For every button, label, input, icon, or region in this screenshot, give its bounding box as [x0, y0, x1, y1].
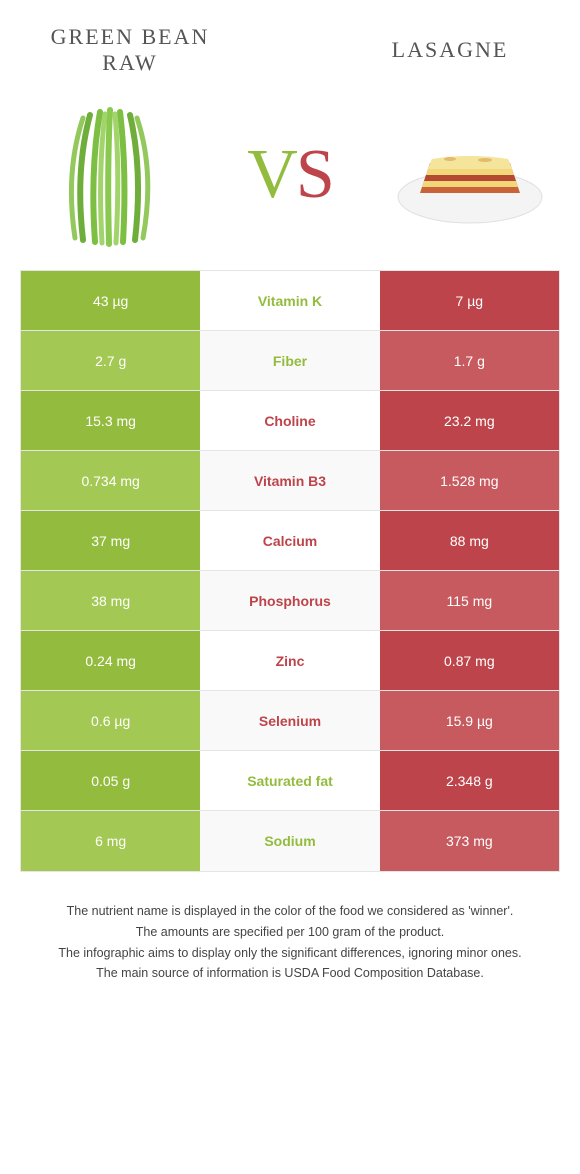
- vs-v: V: [247, 136, 296, 213]
- nutrient-name: Vitamin B3: [200, 451, 379, 510]
- table-row: 37 mgCalcium88 mg: [21, 511, 559, 571]
- nutrient-name: Fiber: [200, 331, 379, 390]
- food-title-left: GREEN BEAN RAW: [30, 24, 230, 77]
- vs-s: S: [296, 136, 333, 213]
- table-row: 15.3 mgCholine23.2 mg: [21, 391, 559, 451]
- value-right: 23.2 mg: [380, 391, 559, 450]
- nutrition-table: 43 µgVitamin K7 µg2.7 gFiber1.7 g15.3 mg…: [20, 270, 560, 872]
- value-right: 2.348 g: [380, 751, 559, 810]
- value-right: 88 mg: [380, 511, 559, 570]
- value-right: 115 mg: [380, 571, 559, 630]
- value-right: 15.9 µg: [380, 691, 559, 750]
- value-left: 0.05 g: [21, 751, 200, 810]
- value-left: 43 µg: [21, 271, 200, 330]
- table-row: 43 µgVitamin K7 µg: [21, 271, 559, 331]
- lasagne-image: [390, 100, 550, 250]
- nutrient-name: Selenium: [200, 691, 379, 750]
- footer-notes: The nutrient name is displayed in the co…: [0, 872, 580, 1005]
- table-row: 0.734 mgVitamin B31.528 mg: [21, 451, 559, 511]
- value-left: 38 mg: [21, 571, 200, 630]
- value-left: 2.7 g: [21, 331, 200, 390]
- value-right: 373 mg: [380, 811, 559, 871]
- value-right: 1.7 g: [380, 331, 559, 390]
- table-row: 0.24 mgZinc0.87 mg: [21, 631, 559, 691]
- value-left: 6 mg: [21, 811, 200, 871]
- footer-line: The infographic aims to display only the…: [20, 944, 560, 963]
- nutrient-name: Choline: [200, 391, 379, 450]
- food-title-right: LASAGNE: [350, 37, 550, 63]
- value-left: 15.3 mg: [21, 391, 200, 450]
- table-row: 0.05 gSaturated fat2.348 g: [21, 751, 559, 811]
- header: GREEN BEAN RAW LASAGNE: [0, 0, 580, 90]
- value-right: 0.87 mg: [380, 631, 559, 690]
- table-row: 6 mgSodium373 mg: [21, 811, 559, 871]
- nutrient-name: Vitamin K: [200, 271, 379, 330]
- nutrient-name: Calcium: [200, 511, 379, 570]
- table-row: 38 mgPhosphorus115 mg: [21, 571, 559, 631]
- value-right: 7 µg: [380, 271, 559, 330]
- nutrient-name: Phosphorus: [200, 571, 379, 630]
- vs-label: VS: [190, 135, 390, 215]
- footer-line: The nutrient name is displayed in the co…: [20, 902, 560, 921]
- nutrient-name: Saturated fat: [200, 751, 379, 810]
- comparison-infographic: GREEN BEAN RAW LASAGNE: [0, 0, 580, 1005]
- footer-line: The amounts are specified per 100 gram o…: [20, 923, 560, 942]
- table-row: 2.7 gFiber1.7 g: [21, 331, 559, 391]
- nutrient-name: Sodium: [200, 811, 379, 871]
- value-left: 37 mg: [21, 511, 200, 570]
- table-row: 0.6 µgSelenium15.9 µg: [21, 691, 559, 751]
- value-right: 1.528 mg: [380, 451, 559, 510]
- value-left: 0.6 µg: [21, 691, 200, 750]
- value-left: 0.24 mg: [21, 631, 200, 690]
- footer-line: The main source of information is USDA F…: [20, 964, 560, 983]
- hero-row: VS: [0, 90, 580, 270]
- value-left: 0.734 mg: [21, 451, 200, 510]
- nutrient-name: Zinc: [200, 631, 379, 690]
- green-bean-image: [30, 100, 190, 250]
